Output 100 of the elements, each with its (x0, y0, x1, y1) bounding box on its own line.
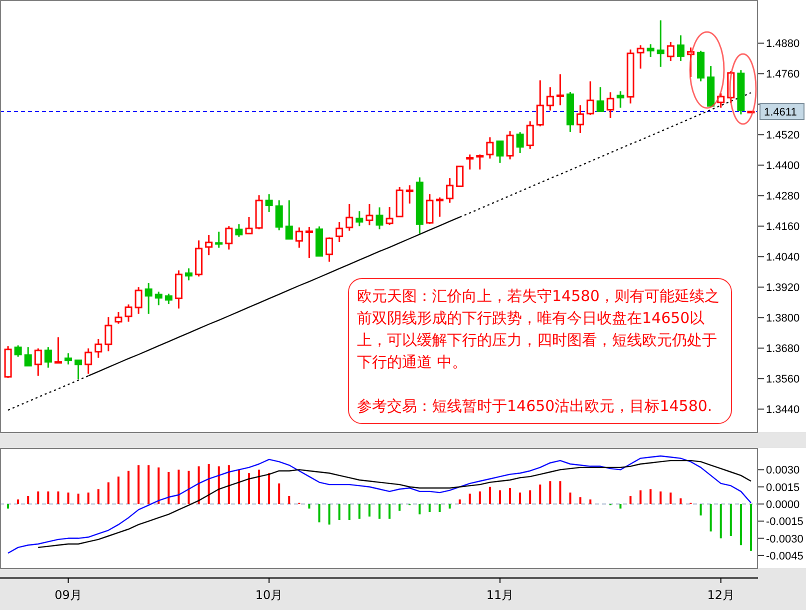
bar (168, 472, 170, 504)
y-tick-label: -0.0030 (766, 533, 804, 546)
bar (67, 492, 70, 504)
bar (730, 504, 732, 536)
bar (640, 490, 642, 504)
bar (498, 490, 501, 504)
candlestick (576, 104, 584, 134)
candlestick (74, 360, 82, 380)
candlestick (556, 73, 564, 106)
candlestick (596, 86, 604, 113)
candlestick (305, 226, 313, 259)
candlestick (285, 199, 293, 240)
candlestick (356, 210, 364, 227)
candlestick (496, 140, 504, 164)
bar (539, 484, 542, 504)
bar (208, 464, 210, 504)
bar (77, 494, 80, 504)
candlestick (336, 221, 344, 243)
bar (27, 496, 30, 504)
y-tick-label: 1.4880 (766, 38, 800, 50)
candlestick (436, 196, 444, 218)
bar (650, 489, 652, 504)
bar (710, 504, 712, 532)
bar (248, 473, 250, 504)
bar (569, 492, 572, 504)
bar (338, 504, 340, 520)
candlestick (606, 91, 614, 119)
y-tick-label: 1.4280 (766, 190, 800, 203)
bar (148, 465, 150, 504)
bar (228, 465, 230, 504)
y-tick-label: 1.4760 (766, 68, 800, 81)
y-tick-label: 1.4160 (766, 221, 800, 234)
candlestick (346, 203, 354, 232)
candlestick (84, 348, 92, 375)
candlestick (164, 293, 172, 305)
bar (158, 467, 160, 504)
bar (97, 489, 100, 504)
x-tick-label: 11月 (486, 588, 514, 602)
candlestick (205, 234, 213, 256)
bar (559, 481, 562, 504)
candlestick (104, 316, 112, 352)
bar (198, 466, 200, 504)
candlestick (546, 86, 554, 112)
candlestick (265, 193, 273, 213)
candlestick (446, 177, 454, 204)
y-tick-label: 1.4400 (766, 160, 800, 172)
annotation: 欧元天图：汇价向上，若失守14580，则有可能延续之前双阴线形成的下行跌势，唯有今日收盘在14650以上，可以缓解下行的压力，四时图看，短线欧元仍处于下行的通道 中。 (357, 286, 721, 373)
bar (368, 504, 370, 517)
bar (750, 504, 752, 551)
y-tick-label: 1.3440 (766, 404, 800, 416)
candlestick (94, 338, 102, 359)
candlestick (636, 44, 644, 70)
candlestick (366, 203, 374, 226)
candlestick (14, 344, 22, 358)
bar (107, 482, 110, 504)
candlestick (295, 226, 303, 249)
candlestick (666, 41, 674, 62)
candlestick (24, 346, 32, 366)
bar (37, 491, 40, 504)
ref-line-label: 1.4611 (764, 106, 797, 119)
bar (438, 504, 441, 512)
bar (358, 504, 360, 519)
bar (660, 491, 662, 504)
x-tick-label: 10月 (255, 588, 283, 602)
y-tick-label: 1.4040 (766, 252, 800, 264)
y-tick-label: -0.0045 (766, 550, 804, 562)
bar (619, 504, 622, 509)
bar (468, 494, 471, 504)
candlestick (376, 206, 384, 230)
bar (178, 470, 180, 504)
candlestick (235, 223, 243, 238)
bar (278, 483, 280, 504)
bar (388, 504, 391, 519)
bar (348, 504, 350, 520)
bar (589, 499, 592, 504)
bar (218, 466, 220, 504)
candlestick (386, 206, 394, 226)
candlestick (215, 231, 223, 249)
candlestick (225, 225, 233, 250)
bar (740, 504, 742, 546)
candlestick (406, 184, 414, 204)
y-tick-label: 1.3800 (766, 312, 800, 325)
y-tick-label: 1.3920 (766, 282, 800, 294)
candlestick (676, 34, 684, 62)
candlestick (536, 80, 544, 128)
candlestick (275, 199, 283, 231)
bar (579, 497, 582, 504)
bar (700, 504, 702, 516)
y-tick-label: 1.3680 (766, 343, 800, 356)
bar (428, 504, 431, 512)
candlestick (174, 270, 182, 310)
bar (17, 499, 20, 504)
candlestick (154, 290, 162, 306)
bar (318, 504, 320, 522)
bar (458, 499, 461, 504)
y-tick-label: 0.0015 (766, 482, 800, 494)
bar (288, 496, 290, 504)
bar (519, 492, 522, 504)
y-tick-label: -0.0015 (766, 516, 804, 528)
candlestick (44, 346, 52, 368)
